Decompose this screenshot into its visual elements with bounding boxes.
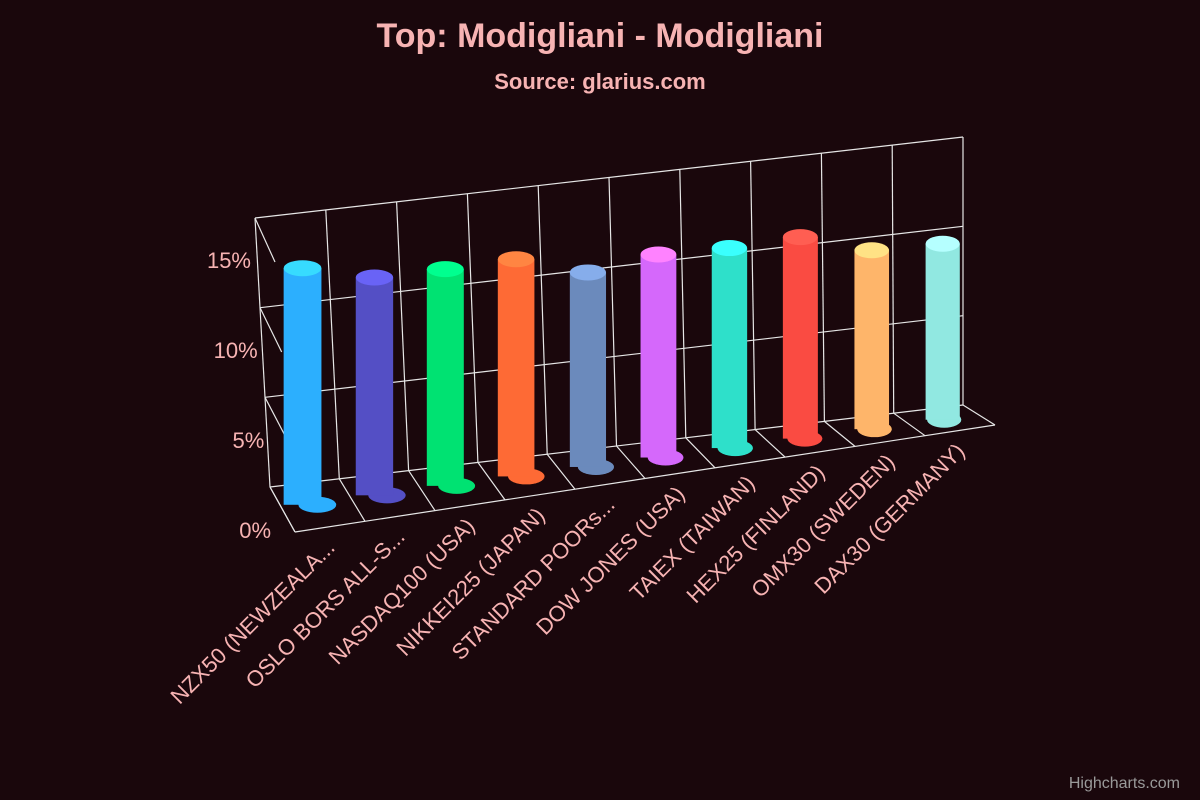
bars xyxy=(283,229,962,513)
bar-top xyxy=(355,269,394,286)
bar xyxy=(854,250,890,430)
category-grid-line xyxy=(608,177,618,447)
bar-top xyxy=(711,240,748,257)
category-grid-line xyxy=(616,445,646,479)
category-grid-line xyxy=(891,145,895,414)
category-grid-line xyxy=(269,486,296,533)
bar-top xyxy=(640,246,677,263)
category-grid-line xyxy=(477,462,506,501)
category-grid-line xyxy=(408,470,436,511)
grid-line xyxy=(254,217,276,263)
category-grid-line xyxy=(546,453,576,490)
category-grid-line xyxy=(820,153,825,422)
chart-subtitle: Source: glarius.com xyxy=(494,69,706,94)
category-grid-line xyxy=(685,437,716,469)
bar-top xyxy=(569,264,607,281)
credits: Highcharts.com xyxy=(1069,775,1180,792)
bar xyxy=(426,269,464,486)
y-tick-label: 0% xyxy=(239,518,271,543)
category-grid-line xyxy=(396,201,410,471)
category-grid-line xyxy=(962,404,996,426)
bar-top xyxy=(782,229,818,246)
y-tick-label: 10% xyxy=(214,338,258,363)
bar xyxy=(569,272,607,467)
category-grid-line xyxy=(754,429,786,458)
bar-top xyxy=(854,242,890,259)
chart-title: Top: Modigliani - Modigliani xyxy=(377,17,824,55)
bar-top xyxy=(283,260,322,277)
bar xyxy=(640,254,677,458)
category-grid-line xyxy=(254,217,271,488)
bar xyxy=(782,237,818,439)
category-grid-line xyxy=(893,412,926,437)
bar xyxy=(283,268,322,505)
y-tick-label: 15% xyxy=(207,248,251,273)
bar xyxy=(497,259,535,477)
grid xyxy=(254,136,996,533)
bar xyxy=(711,248,748,449)
category-grid-line xyxy=(325,209,340,479)
bar-top xyxy=(497,251,535,268)
bar-top xyxy=(925,235,960,252)
bar xyxy=(355,277,394,496)
bar xyxy=(925,243,960,420)
floor-edge xyxy=(294,424,996,533)
category-grid-line xyxy=(679,169,687,438)
category-grid-line xyxy=(537,185,548,455)
grid-line xyxy=(259,307,283,353)
y-tick-label: 5% xyxy=(233,428,265,453)
category-grid-line xyxy=(750,161,756,430)
bar-top xyxy=(426,261,464,278)
category-grid-line xyxy=(466,193,479,463)
category-grid-line xyxy=(824,420,856,447)
category-grid-line xyxy=(338,478,366,522)
